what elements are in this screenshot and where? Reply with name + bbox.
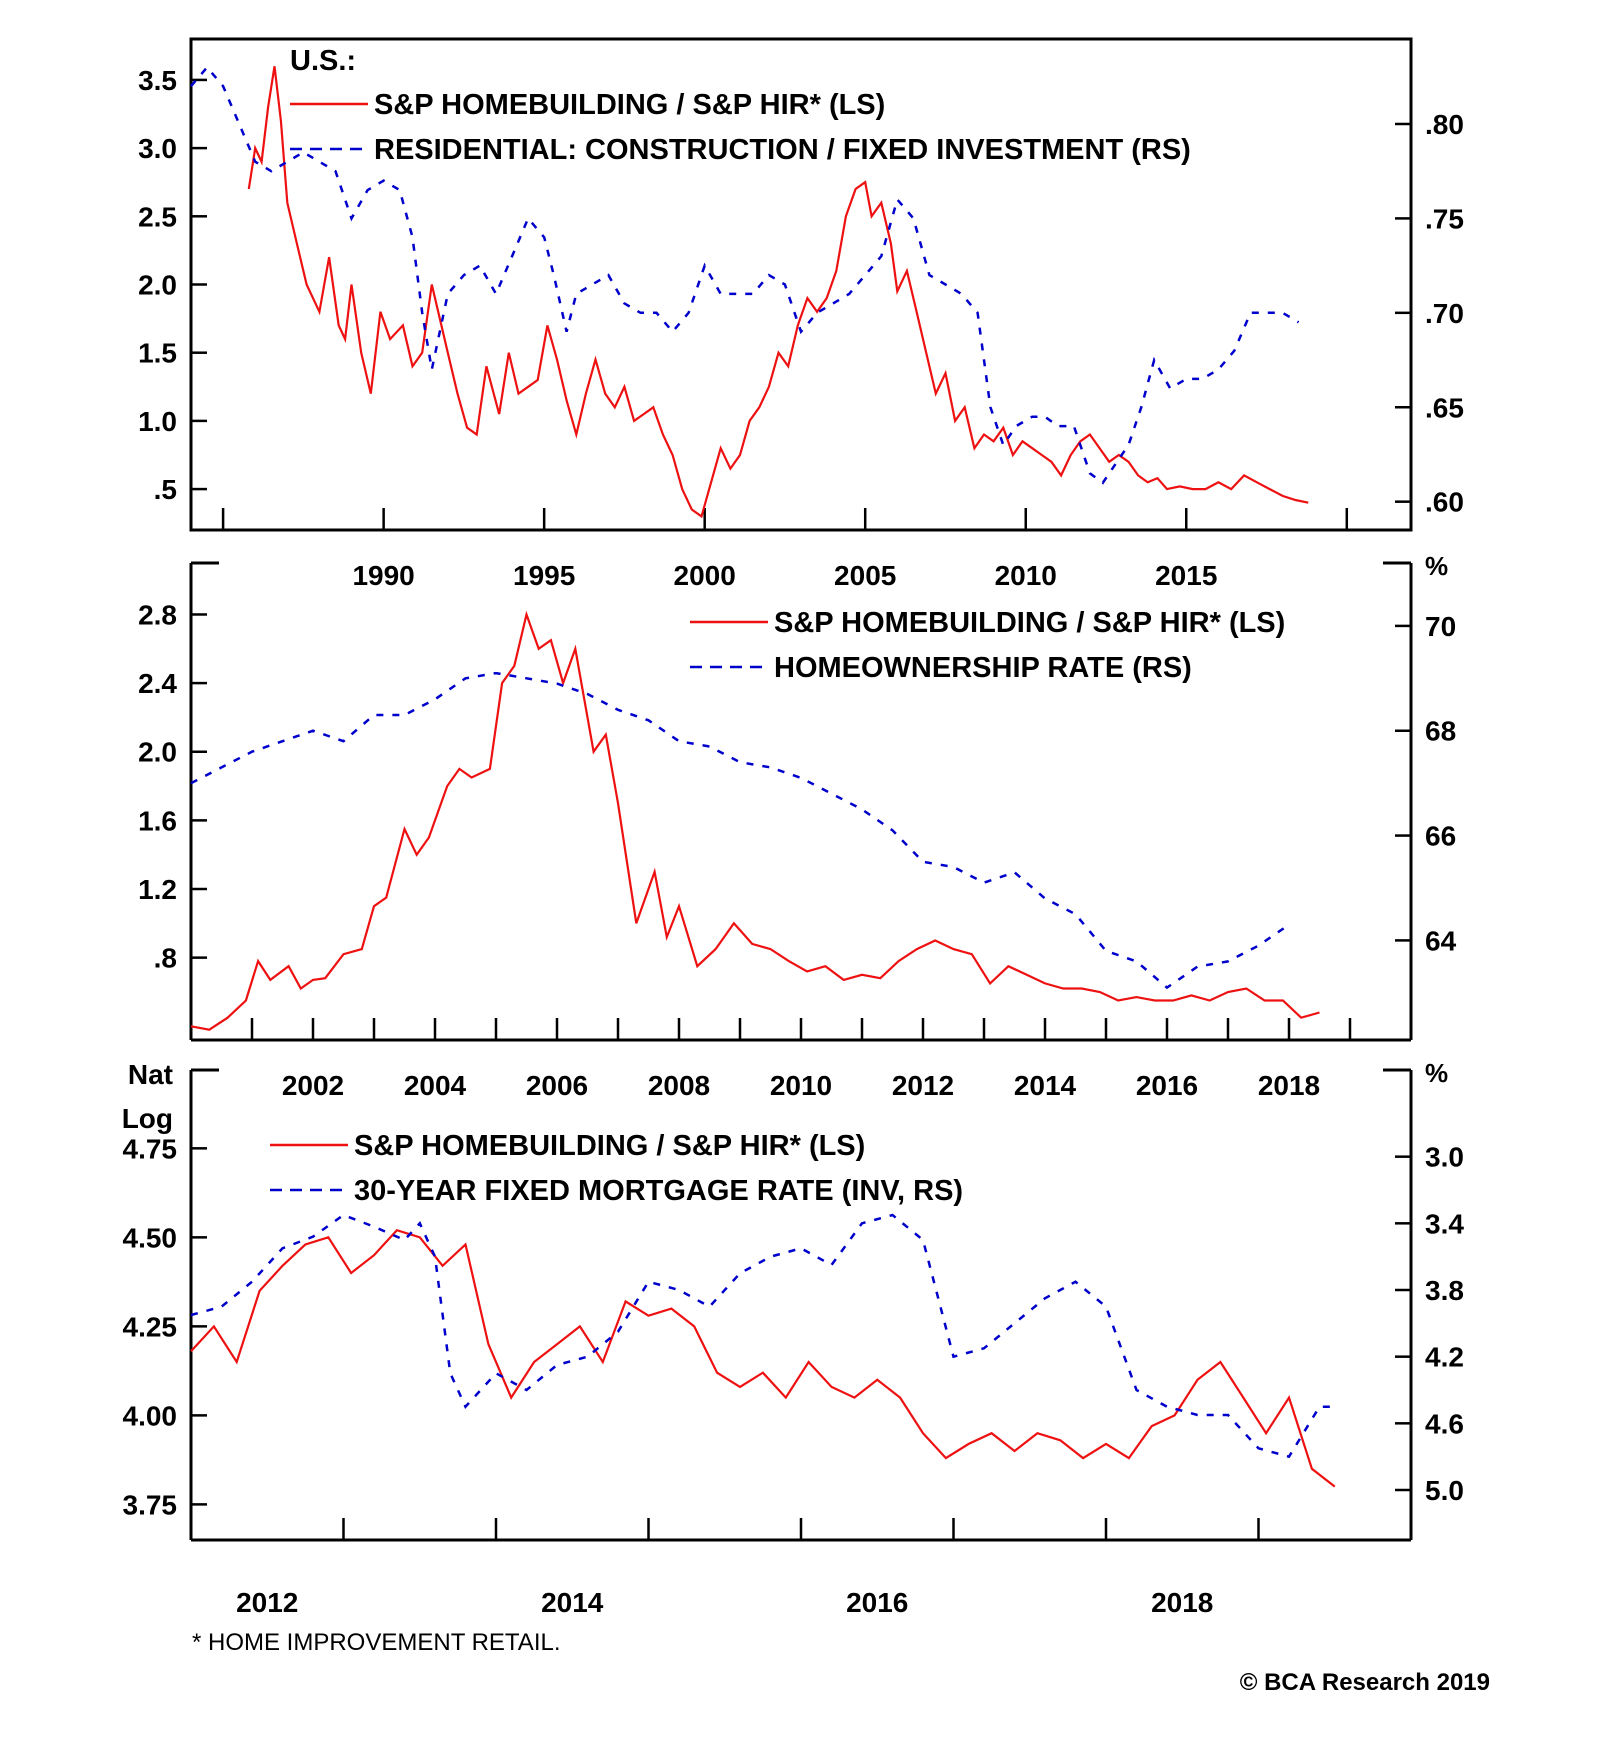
series-line-red — [247, 66, 1309, 519]
right-tick-label: .75 — [1425, 203, 1464, 234]
left-tick-label: 1.5 — [138, 338, 177, 369]
legend-label: S&P HOMEBUILDING / S&P HIR* (LS) — [374, 89, 885, 121]
series-line-blue — [190, 65, 1300, 485]
chart-panel-2: 2002 2004 2006 2008 2010 2012 2014 2016 2018 2.8 2… — [138, 551, 1457, 1101]
x-tick-label: 1995 — [513, 560, 575, 591]
left-tick-label: .8 — [154, 943, 177, 974]
legend-label: 30-YEAR FIXED MORTGAGE RATE (INV, RS) — [354, 1175, 963, 1207]
x-tick-label: 2008 — [648, 1070, 710, 1101]
x-tick-label: 2010 — [770, 1070, 832, 1101]
left-tick-label: 4.25 — [123, 1311, 178, 1342]
right-axis-unit: % — [1425, 551, 1448, 581]
left-axis-unit: Log — [122, 1103, 173, 1134]
x-tick-label: 2012 — [892, 1070, 954, 1101]
right-tick-label: .65 — [1425, 392, 1464, 423]
left-tick-label: 4.50 — [123, 1222, 178, 1253]
left-tick-label: 2.0 — [138, 270, 177, 301]
legend-label: S&P HOMEBUILDING / S&P HIR* (LS) — [774, 607, 1285, 639]
x-tick-label: 2000 — [674, 560, 736, 591]
footnote: * HOME IMPROVEMENT RETAIL. — [192, 1629, 561, 1656]
right-axis-unit: % — [1425, 1058, 1448, 1088]
x-tick-label: 2014 — [541, 1587, 604, 1618]
x-tick-label: 2004 — [404, 1070, 467, 1101]
series-line-red — [190, 1228, 1336, 1488]
right-tick-label: 5.0 — [1425, 1475, 1464, 1506]
left-tick-label: 3.0 — [138, 133, 177, 164]
x-tick-label: 2016 — [1136, 1070, 1198, 1101]
left-tick-label: 4.00 — [123, 1400, 178, 1431]
right-tick-label: 66 — [1425, 821, 1456, 852]
x-tick-label: 2010 — [995, 560, 1057, 591]
right-tick-label: .70 — [1425, 298, 1464, 329]
chart-panel-3: 2012 2014 2016 2018 4.75 4.50 4.25 4.00 3.75 3.0 3… — [122, 1058, 1465, 1618]
x-tick-label: 2005 — [834, 560, 896, 591]
legend-label: RESIDENTIAL: CONSTRUCTION / FIXED INVEST… — [374, 134, 1191, 166]
left-tick-label: 2.0 — [138, 737, 177, 768]
left-tick-label: 2.5 — [138, 201, 177, 232]
right-tick-label: 3.0 — [1425, 1142, 1464, 1173]
x-tick-label: 2006 — [526, 1070, 588, 1101]
left-tick-label: 2.8 — [138, 599, 177, 630]
x-tick-label: 2018 — [1258, 1070, 1320, 1101]
right-tick-label: 70 — [1425, 611, 1456, 642]
left-tick-label: .5 — [154, 474, 177, 505]
right-tick-label: 3.4 — [1425, 1208, 1464, 1239]
chart-panel-1: 1990 1995 2000 2005 2010 2015 3.5 3.0 2.5 2.0 1.5 1… — [138, 37, 1464, 591]
x-tick-label: 2018 — [1151, 1587, 1213, 1618]
right-tick-label: 4.6 — [1425, 1408, 1464, 1439]
right-tick-label: .60 — [1425, 487, 1464, 518]
x-tick-label: 1990 — [352, 560, 414, 591]
x-tick-label: 2014 — [1014, 1070, 1077, 1101]
x-tick-label: 2002 — [282, 1070, 344, 1101]
series-line-blue — [190, 1213, 1335, 1459]
left-axis-unit: Nat — [128, 1059, 173, 1090]
right-tick-label: .80 — [1425, 109, 1464, 140]
left-tick-label: 3.75 — [123, 1489, 178, 1520]
x-tick-label: 2012 — [236, 1587, 298, 1618]
chart-title: U.S.: — [290, 45, 356, 77]
x-tick-label: 2016 — [846, 1587, 908, 1618]
legend-label: HOMEOWNERSHIP RATE (RS) — [774, 652, 1192, 684]
series-line-red — [190, 610, 1320, 1031]
left-tick-label: 1.6 — [138, 805, 177, 836]
right-tick-label: 64 — [1425, 925, 1457, 956]
left-tick-label: 4.75 — [123, 1133, 178, 1164]
left-tick-label: 1.0 — [138, 406, 177, 437]
right-tick-label: 4.2 — [1425, 1342, 1464, 1373]
right-tick-label: 3.8 — [1425, 1275, 1464, 1306]
legend-label: S&P HOMEBUILDING / S&P HIR* (LS) — [354, 1130, 865, 1162]
series-line-blue — [190, 671, 1290, 990]
left-tick-label: 3.5 — [138, 65, 177, 96]
left-tick-label: 1.2 — [138, 874, 177, 905]
x-tick-label: 2015 — [1155, 560, 1217, 591]
copyright: © BCA Research 2019 — [1240, 1669, 1490, 1696]
left-tick-label: 2.4 — [138, 668, 177, 699]
right-tick-label: 68 — [1425, 716, 1456, 747]
